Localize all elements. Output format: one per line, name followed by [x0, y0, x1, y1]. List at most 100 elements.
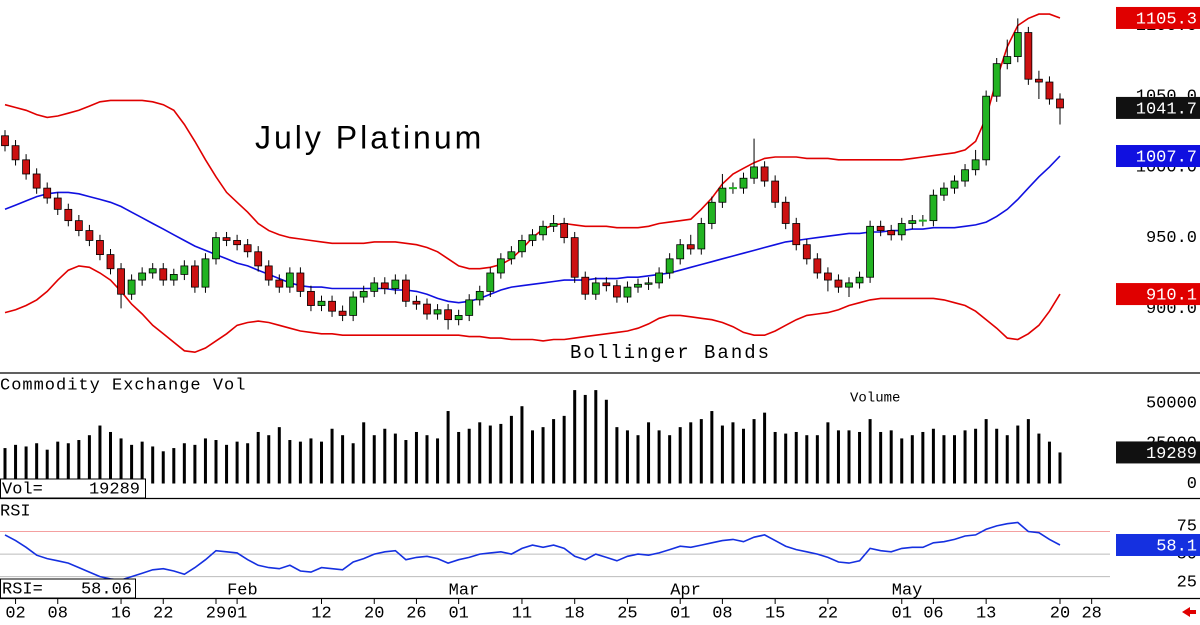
volume-bar [720, 425, 724, 484]
volume-bar [45, 449, 49, 484]
candle-body [1035, 78, 1043, 83]
volume-bar [330, 428, 334, 484]
volume-bar [594, 390, 598, 484]
candle-body [127, 279, 136, 295]
panel-title: Commodity Exchange Vol [0, 376, 246, 395]
volume-bar [647, 422, 651, 484]
volume-bar [710, 411, 714, 484]
candle-body [85, 230, 94, 241]
volume-bar [372, 435, 376, 484]
candle-body [855, 276, 864, 284]
candle-body [391, 279, 400, 289]
volume-bar [562, 415, 566, 484]
volume-bar [256, 431, 260, 484]
volume-bar [35, 443, 39, 484]
candle-body [454, 315, 463, 321]
volume-bar [488, 425, 492, 484]
x-tick-label: 06 [923, 604, 943, 623]
candle-body [971, 159, 980, 171]
volume-bar [404, 440, 408, 484]
volume-bar [467, 428, 471, 484]
candle-body [992, 63, 1001, 97]
candle-body [285, 272, 294, 288]
candle-body [897, 223, 906, 236]
x-tick-label: 28 [1081, 604, 1101, 623]
volume-bar [668, 435, 672, 484]
x-tick-label: 01 [892, 604, 912, 623]
candle-body [644, 282, 653, 285]
candle-body [222, 237, 231, 241]
volume-bar [172, 448, 176, 484]
volume-bar [942, 435, 946, 484]
candle-body [190, 265, 199, 288]
chart-title: July Platinum [255, 119, 484, 155]
volume-bar [77, 440, 81, 484]
volume-bar [847, 430, 851, 484]
candle-body [1056, 98, 1064, 109]
readout-value: 19289 [89, 480, 140, 499]
candle-body [940, 187, 948, 196]
volume-bar [805, 435, 809, 484]
volume-bar [689, 422, 693, 484]
volume-bar [931, 428, 935, 484]
y-tick-label: 0 [1187, 475, 1197, 494]
month-label: May [892, 581, 923, 600]
volume-bar [56, 441, 60, 484]
candle-body [929, 194, 938, 222]
candle-body [591, 282, 600, 295]
last-close-box [1116, 96, 1200, 119]
x-tick-label: 15 [765, 604, 785, 623]
candle-body [676, 244, 685, 260]
candle-body [296, 272, 305, 292]
candle-body [834, 279, 843, 288]
candle-body [771, 180, 780, 203]
candle-body [908, 220, 917, 224]
volume-bar [151, 446, 155, 484]
volume-bar [520, 406, 524, 484]
candle-body [961, 169, 969, 182]
volume-bar [341, 435, 345, 484]
candle-body [570, 237, 579, 278]
x-tick-label: 01 [448, 604, 468, 623]
volume-bar [193, 444, 197, 484]
candle-body [169, 274, 178, 281]
readout-label: Vol= [2, 480, 43, 499]
volume-bar [414, 431, 418, 484]
candle-body [1024, 32, 1033, 80]
candle-body [43, 187, 52, 199]
scroll-arrow[interactable] [1182, 607, 1196, 617]
candle-body [655, 272, 663, 284]
candle-body [317, 300, 326, 306]
volume-bar [984, 419, 988, 484]
candle-body [750, 166, 758, 179]
candle-body [1045, 81, 1054, 100]
month-label: Feb [227, 581, 258, 600]
volume-bar [182, 443, 186, 484]
volume-bar [3, 448, 7, 484]
month-label: Apr [670, 581, 701, 600]
candle-body [739, 177, 748, 189]
candle-body [401, 279, 410, 302]
candle-body [465, 299, 474, 316]
candle-body [201, 258, 210, 288]
plot-layer: 900.0950.01000.01050.01100.0025000500002… [0, 6, 1200, 623]
candle-body [412, 300, 421, 305]
volume-bar [1005, 435, 1009, 484]
x-tick-label: 26 [406, 604, 426, 623]
volume-bar [383, 428, 387, 484]
volume-bar [246, 443, 250, 484]
x-tick-label: 01 [670, 604, 690, 623]
volume-bar [203, 438, 207, 484]
month-label: Mar [449, 581, 480, 600]
candle-body [802, 244, 811, 260]
volume-bar [362, 422, 366, 484]
candle-body [486, 272, 495, 292]
volume-bar [995, 428, 999, 484]
volume-bar [288, 440, 292, 484]
volume-bar [615, 427, 619, 484]
x-tick-label: 13 [976, 604, 996, 623]
candle-body [623, 286, 632, 298]
volume-bar [604, 399, 608, 484]
candle-body [117, 268, 125, 295]
